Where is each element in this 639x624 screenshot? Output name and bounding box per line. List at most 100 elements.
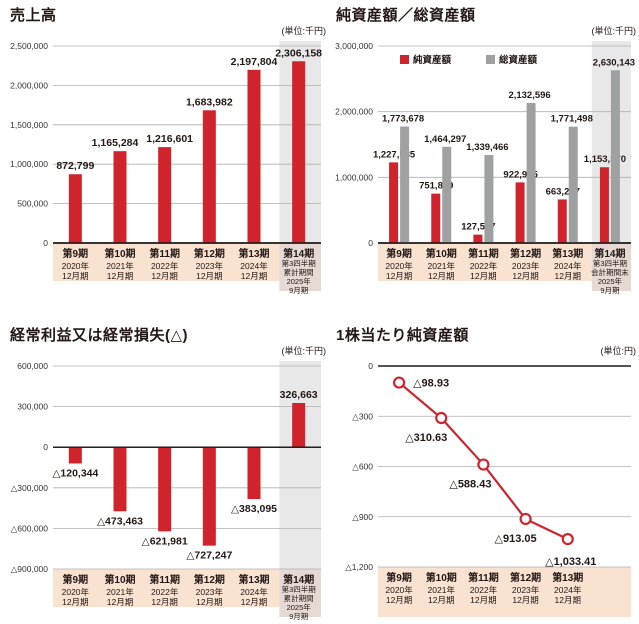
- svg-text:第9期: 第9期: [63, 573, 89, 586]
- chart-unit-sales: (単位:千円): [281, 26, 327, 36]
- svg-text:12月期: 12月期: [470, 595, 496, 605]
- svg-text:2022年: 2022年: [151, 261, 179, 271]
- svg-text:第3四半期: 第3四半期: [282, 258, 316, 268]
- svg-text:300,000: 300,000: [17, 402, 48, 412]
- svg-text:第11期: 第11期: [468, 571, 499, 584]
- svg-text:△600: △600: [352, 462, 373, 472]
- svg-text:第10期: 第10期: [104, 247, 135, 260]
- svg-text:9月期: 9月期: [600, 286, 619, 295]
- svg-text:2021年: 2021年: [106, 261, 134, 271]
- svg-text:2024年: 2024年: [240, 587, 268, 597]
- svg-text:12月期: 12月期: [428, 271, 454, 281]
- svg-text:第13期: 第13期: [238, 573, 269, 586]
- ordinary-income-bar-chart: 600,000 300,000 0 △300,000 △600,000 △900,000 △…: [11, 361, 321, 620]
- svg-text:1,000,000: 1,000,000: [10, 159, 48, 169]
- svg-text:12月期: 12月期: [555, 271, 581, 281]
- svg-text:12月期: 12月期: [555, 595, 581, 605]
- svg-text:9月期: 9月期: [289, 612, 308, 620]
- svg-text:第9期: 第9期: [63, 247, 89, 260]
- svg-text:純資産額: 純資産額: [413, 54, 452, 66]
- chart-title-net-assets-per-share: 1株当たり純資産額: [336, 327, 469, 344]
- chart-unit-ordinary-income: (単位:千円): [281, 346, 327, 356]
- chart-title-ordinary-income: 経常利益又は経常損失(△): [10, 327, 189, 344]
- svg-text:2021年: 2021年: [106, 587, 134, 597]
- svg-text:△300: △300: [352, 411, 373, 421]
- chart-unit-net-assets-per-share: (単位:円): [600, 346, 637, 356]
- svg-text:2024年: 2024年: [554, 261, 582, 271]
- svg-text:第12期: 第12期: [510, 247, 541, 260]
- svg-text:12月期: 12月期: [107, 597, 133, 607]
- svg-text:12月期: 12月期: [470, 271, 496, 281]
- svg-text:会計期間末: 会計期間末: [591, 267, 629, 277]
- net-total-assets-grouped-bar-chart: 3,000,000 2,000,000 1,000,000 0 1,227,585 751…: [335, 41, 635, 295]
- svg-text:2023年: 2023年: [512, 585, 540, 595]
- svg-text:第10期: 第10期: [426, 247, 457, 260]
- svg-text:2024年: 2024年: [554, 585, 582, 595]
- svg-text:2,500,000: 2,500,000: [10, 41, 48, 51]
- svg-text:2,197,804: 2,197,804: [231, 56, 278, 68]
- svg-text:2022年: 2022年: [151, 587, 179, 597]
- svg-text:2,000,000: 2,000,000: [10, 80, 48, 90]
- svg-text:2021年: 2021年: [428, 585, 456, 595]
- svg-text:△621,981: △621,981: [142, 535, 188, 547]
- svg-text:12月期: 12月期: [386, 271, 412, 281]
- svg-text:9月期: 9月期: [289, 286, 308, 295]
- svg-text:△310.63: △310.63: [405, 432, 447, 444]
- svg-text:第11期: 第11期: [468, 247, 499, 260]
- chart-title-sales: 売上高: [10, 7, 57, 24]
- svg-text:第12期: 第12期: [510, 571, 541, 584]
- svg-text:2023年: 2023年: [196, 261, 224, 271]
- svg-text:2,000,000: 2,000,000: [335, 107, 373, 117]
- svg-text:第9期: 第9期: [386, 247, 412, 260]
- svg-text:922,975: 922,975: [503, 169, 538, 180]
- svg-text:1,771,498: 1,771,498: [551, 114, 593, 125]
- chart-title-net-total-assets: 純資産額／総資産額: [336, 7, 476, 24]
- svg-text:2022年: 2022年: [470, 585, 498, 595]
- svg-text:2020年: 2020年: [62, 587, 90, 597]
- panel-net-total-assets: 純資産額／総資産額 (単位:千円) 3,000,000 2,000,000 1,00…: [334, 6, 636, 300]
- svg-text:12月期: 12月期: [241, 597, 267, 607]
- svg-text:500,000: 500,000: [17, 199, 48, 209]
- svg-text:12月期: 12月期: [62, 597, 88, 607]
- svg-text:0: 0: [368, 238, 373, 248]
- svg-text:2023年: 2023年: [512, 261, 540, 271]
- sales-bar-chart: 2,500,000 2,000,000 1,500,000 1,000,000 500,…: [10, 41, 322, 295]
- svg-text:2020年: 2020年: [385, 261, 413, 271]
- svg-text:2022年: 2022年: [470, 261, 498, 271]
- svg-text:0: 0: [368, 361, 373, 371]
- svg-text:1,339,466: 1,339,466: [466, 142, 508, 153]
- svg-text:△913.05: △913.05: [495, 533, 537, 545]
- svg-text:127,557: 127,557: [461, 222, 495, 233]
- svg-text:663,207: 663,207: [546, 186, 580, 197]
- svg-text:第11期: 第11期: [149, 247, 180, 260]
- svg-text:2021年: 2021年: [428, 261, 456, 271]
- svg-text:第11期: 第11期: [149, 573, 180, 586]
- svg-text:△900: △900: [352, 512, 373, 522]
- svg-text:総資産額: 総資産額: [499, 54, 538, 66]
- svg-text:第10期: 第10期: [426, 571, 457, 584]
- svg-text:2025年: 2025年: [287, 276, 312, 286]
- svg-text:2,306,158: 2,306,158: [275, 47, 322, 59]
- svg-text:0: 0: [43, 442, 48, 452]
- svg-text:第14期: 第14期: [283, 247, 314, 260]
- svg-text:12月期: 12月期: [512, 595, 538, 605]
- svg-text:第13期: 第13期: [552, 247, 583, 260]
- svg-text:△120,344: △120,344: [52, 467, 98, 479]
- svg-text:12月期: 12月期: [107, 271, 133, 281]
- svg-text:2020年: 2020年: [385, 585, 413, 595]
- svg-text:2024年: 2024年: [240, 261, 268, 271]
- svg-text:12月期: 12月期: [196, 597, 222, 607]
- svg-text:2,630,143: 2,630,143: [593, 57, 635, 68]
- svg-text:12月期: 12月期: [151, 271, 177, 281]
- svg-text:872,799: 872,799: [56, 160, 94, 172]
- svg-text:1,227,585: 1,227,585: [373, 149, 416, 160]
- svg-text:12月期: 12月期: [151, 597, 177, 607]
- svg-text:第10期: 第10期: [104, 573, 135, 586]
- svg-text:751,829: 751,829: [419, 181, 453, 192]
- svg-text:2020年: 2020年: [62, 261, 90, 271]
- svg-text:△600,000: △600,000: [11, 523, 49, 533]
- svg-text:12月期: 12月期: [241, 271, 267, 281]
- svg-text:2,132,596: 2,132,596: [508, 90, 550, 101]
- svg-text:第12期: 第12期: [194, 573, 225, 586]
- svg-text:12月期: 12月期: [386, 595, 412, 605]
